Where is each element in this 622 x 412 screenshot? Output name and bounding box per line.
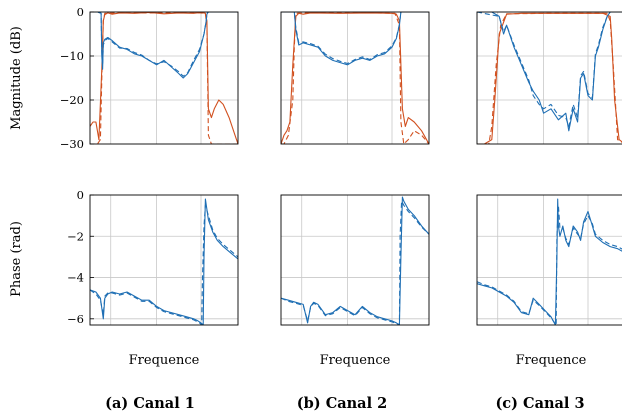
chart-magnitude-1-series-2	[90, 12, 238, 144]
chart-magnitude-2-frame	[280, 11, 430, 145]
chart-magnitude-1-ytick-label-2: −20	[60, 93, 84, 107]
chart-phase-2-series-2	[281, 200, 429, 325]
chart-phase-1-ytick-label-3: −6	[67, 312, 84, 326]
chart-phase-2-series-1	[281, 196, 429, 325]
chart-phase-1-frame	[89, 194, 239, 326]
chart-phase-3-frame	[476, 194, 622, 326]
chart-phase-1-ytick-label-1: −2	[67, 229, 84, 243]
chart-phase-1-series-group	[90, 198, 238, 325]
chart-phase-2-frame	[280, 194, 430, 326]
chart-magnitude-3-series-group	[477, 12, 622, 144]
chart-magnitude-2-series-4	[281, 12, 429, 65]
chart-phase-1-series-2	[90, 204, 238, 325]
panels: 0 −10 −20 −30 0 −2 −4 −6 Frequence Frequence Frequ…	[60, 5, 622, 368]
chart-magnitude-3-series-4	[477, 12, 622, 127]
chart-magnitude-2-series-3	[281, 12, 429, 66]
chart-magnitude-1-frame	[89, 11, 239, 145]
chart-magnitude-2-series-2	[281, 12, 429, 144]
caption-canal-2: (b) Canal 2	[297, 395, 387, 412]
chart-magnitude-3	[476, 11, 622, 145]
chart-phase-3-series-2	[477, 204, 622, 325]
chart-magnitude-1-series-1	[90, 12, 238, 144]
chart-phase-2-series-group	[281, 196, 429, 325]
chart-phase-3: Frequence	[476, 194, 622, 368]
chart-magnitude-3-series-1	[477, 12, 622, 144]
chart-magnitude-1-ytick-label-3: −30	[60, 137, 84, 151]
chart-phase-1-xlabel: Frequence	[129, 353, 200, 368]
caption-canal-1: (a) Canal 1	[105, 395, 195, 412]
chart-magnitude-1-series-4	[90, 12, 238, 77]
chart-magnitude-1-series-group	[90, 12, 238, 144]
chart-magnitude-1-ytick-label-1: −10	[60, 49, 84, 63]
chart-magnitude-2-series-group	[281, 12, 429, 144]
chart-magnitude-2	[280, 11, 430, 145]
magnitude-axis-label: Magnitude (dB)	[9, 26, 24, 130]
chart-phase-1-ytick-label-0: 0	[77, 188, 84, 202]
chart-phase-2-xlabel: Frequence	[320, 353, 391, 368]
chart-magnitude-3-frame	[476, 11, 622, 145]
chart-magnitude-1: 0 −10 −20 −30	[60, 5, 239, 151]
chart-phase-1-series-1	[90, 198, 238, 325]
chart-magnitude-1-ytick-label-0: 0	[77, 5, 84, 19]
chart-magnitude-1-series-3	[90, 12, 238, 79]
chart-magnitude-3-series-3	[477, 12, 622, 132]
chart-phase-2: Frequence	[280, 194, 430, 368]
chart-phase-3-xlabel: Frequence	[516, 353, 587, 368]
chart-phase-1: 0 −2 −4 −6 Frequence	[67, 188, 239, 368]
phase-axis-label: Phase (rad)	[9, 221, 24, 297]
chart-magnitude-3-series-2	[477, 12, 622, 144]
chart-phase-3-series-group	[477, 198, 622, 325]
chart-phase-3-series-1	[477, 198, 622, 325]
chart-magnitude-2-series-1	[281, 12, 429, 144]
caption-canal-3: (c) Canal 3	[495, 395, 584, 412]
chart-phase-1-ytick-label-2: −4	[67, 271, 84, 285]
